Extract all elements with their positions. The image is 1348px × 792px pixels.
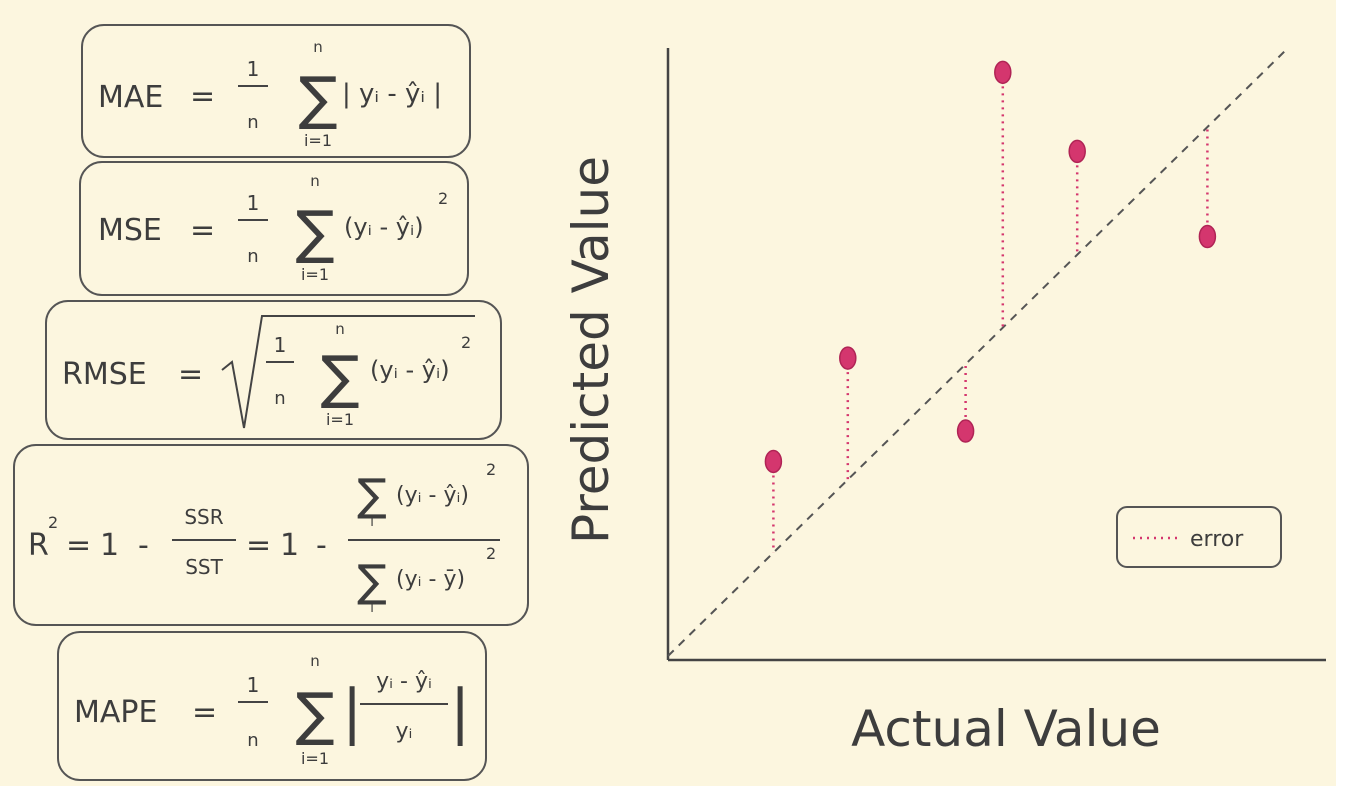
mae-equals: = <box>190 79 215 114</box>
data-point-1 <box>765 450 781 472</box>
mae-sum-top: n <box>313 38 323 56</box>
mse-frac-num: 1 <box>247 191 260 215</box>
rmse-power: 2 <box>461 333 471 352</box>
mae-body: | yᵢ - ŷᵢ | <box>342 79 442 109</box>
rmse-equals: = <box>178 357 203 392</box>
mse-body: (yᵢ - ŷᵢ) <box>344 213 424 241</box>
mape-bar-right: | <box>450 677 470 747</box>
r2-one-2: 1 <box>280 528 299 563</box>
rmse-sum-bottom: i=1 <box>326 410 354 429</box>
r2-den-sum-symbol: ∑ <box>357 556 387 607</box>
mae-sum-symbol: ∑ <box>298 64 337 132</box>
data-point-4 <box>995 61 1011 83</box>
mae-name: MAE <box>98 80 163 115</box>
mape-sum-top: n <box>310 652 320 670</box>
rmse-sum-symbol: ∑ <box>320 343 359 411</box>
data-point-6 <box>1199 225 1215 247</box>
r2-num-power: 2 <box>486 460 496 479</box>
x-axis-label: Actual Value <box>851 700 1161 758</box>
r2-den-body: (yᵢ - ȳ) <box>396 567 465 592</box>
mae-sum-bottom: i=1 <box>304 131 332 150</box>
r2-minus: - <box>138 528 149 563</box>
mape-sum-symbol: ∑ <box>295 680 334 748</box>
r2-den-sum-index: i <box>370 601 374 616</box>
r2-equals: = <box>66 528 91 563</box>
mse-name: MSE <box>98 213 162 248</box>
rmse-frac-den: n <box>274 388 285 409</box>
r2-sst: SST <box>185 555 223 579</box>
r2-ssr: SSR <box>184 505 223 529</box>
mae-frac-num: 1 <box>247 57 260 81</box>
mse-frac-den: n <box>247 246 258 267</box>
mape-sum-bottom: i=1 <box>301 749 329 768</box>
mse-equals: = <box>190 213 215 248</box>
r2-num-body: (yᵢ - ŷᵢ) <box>396 483 469 508</box>
mape-name: MAPE <box>74 695 157 730</box>
data-point-5 <box>1069 140 1085 162</box>
mape-bar-left: | <box>342 677 362 747</box>
r2-num-sum-symbol: ∑ <box>357 470 387 521</box>
mse-sum-top: n <box>310 172 320 190</box>
y-axis-label: Predicted Value <box>562 156 620 544</box>
mse-sum-symbol: ∑ <box>295 198 334 266</box>
mape-frac-den: n <box>247 730 258 751</box>
mae-frac-den: n <box>247 112 258 133</box>
r2-minus-2: - <box>316 528 327 563</box>
r2-num-sum-index: i <box>370 515 374 530</box>
r2-name-power: 2 <box>48 513 58 532</box>
r2-one: 1 <box>100 528 119 563</box>
mape-equals: = <box>192 695 217 730</box>
rmse-frac-num: 1 <box>274 333 287 357</box>
data-point-2 <box>840 347 856 369</box>
mse-sum-bottom: i=1 <box>301 265 329 284</box>
r2-den-power: 2 <box>486 544 496 563</box>
r2-equals-2: = <box>246 528 271 563</box>
mape-inner-num: yᵢ - ŷᵢ <box>376 669 432 694</box>
rmse-sum-top: n <box>335 320 345 338</box>
legend-label: error <box>1190 527 1244 552</box>
r2-name: R <box>28 528 49 563</box>
mse-power: 2 <box>438 189 448 208</box>
rmse-body: (yᵢ - ŷᵢ) <box>370 356 450 384</box>
data-point-3 <box>958 420 974 442</box>
rmse-name: RMSE <box>62 357 147 392</box>
mape-frac-num: 1 <box>247 673 260 697</box>
mape-inner-den: yᵢ <box>396 719 413 744</box>
